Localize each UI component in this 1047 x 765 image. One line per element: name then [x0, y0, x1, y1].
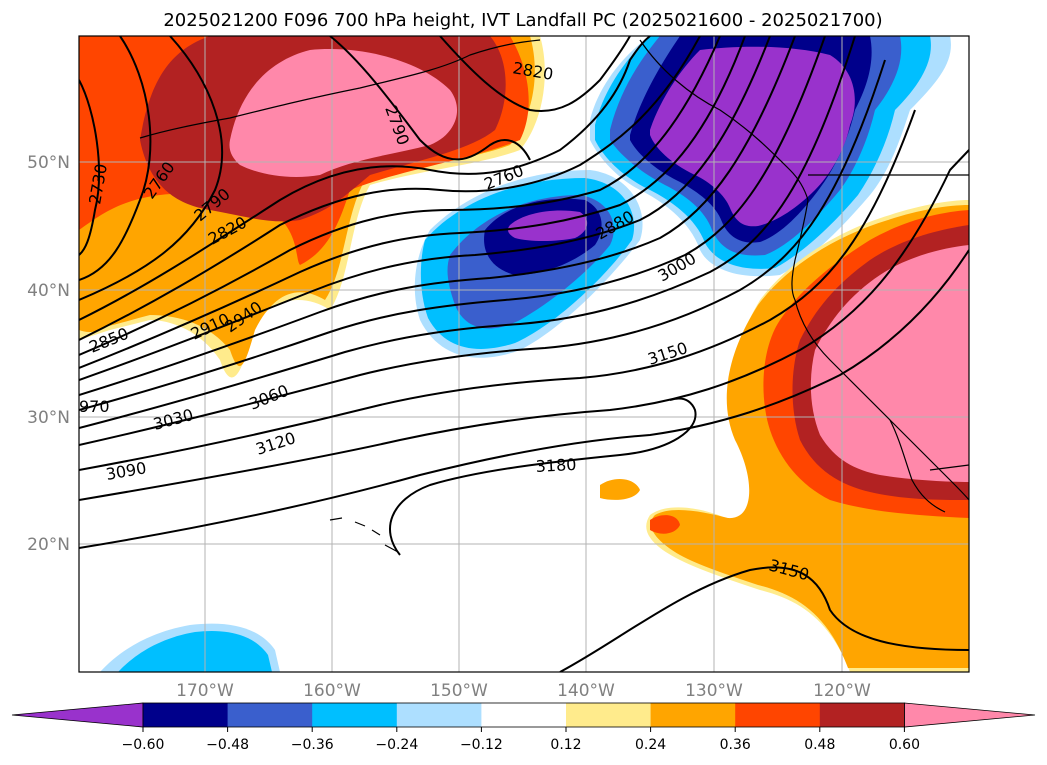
colorbar-outline: [142, 702, 905, 728]
height-contours: [79, 36, 969, 672]
colorbar-extend-min: [11, 702, 144, 728]
contour-2910: [79, 36, 746, 369]
colorbar-segment: [227, 703, 313, 727]
colorbar-tick-label: −0.36: [291, 737, 334, 753]
colorbar-segment: [819, 703, 905, 727]
colorbar-tick-label: −0.24: [375, 737, 418, 753]
lon-label-140w: 140°W: [557, 681, 615, 701]
lon-label-160w: 160°W: [303, 681, 361, 701]
coast-bc-wa-or: [791, 199, 809, 301]
coast-alaska-aleutians: [139, 39, 541, 139]
lon-tick-labels: 170°W 160°W 150°W 140°W 130°W 120°W: [176, 681, 871, 701]
ivt-positive-nw-060: [229, 49, 458, 177]
contour-2760b: [439, 36, 631, 112]
contour-3150: [79, 249, 969, 549]
lon-label-120w: 120°W: [813, 681, 871, 701]
contour-3060: [79, 59, 886, 446]
ivt-positive-subtropic-blob: [600, 478, 640, 500]
lat-label-50n: 50°N: [27, 153, 70, 173]
contour-2730: [79, 79, 100, 256]
ivt-negative-central-060: [507, 210, 588, 241]
colorbar-ticks: [142, 727, 905, 732]
colorbar-tick-label: 0.60: [889, 737, 920, 753]
gridlines: [79, 36, 969, 672]
contour-3090: [79, 109, 916, 471]
contour-3000: [79, 36, 826, 411]
colorbar-tick-label: 0.12: [550, 737, 581, 753]
coast-alaska-panhandle: [639, 39, 809, 201]
colorbar-tick-label: −0.12: [460, 737, 503, 753]
colorbar-tick-label: −0.48: [206, 737, 249, 753]
contour-2940: [79, 36, 771, 381]
ivt-positive-subtropic-inner: [650, 515, 680, 534]
contour-2790b: [329, 36, 531, 161]
map-panel: 2730 2760 2790 2820 2850 2910 2940 970 3…: [78, 35, 970, 673]
lat-label-40n: 40°N: [27, 281, 70, 301]
contour-2970: [79, 36, 796, 396]
contour-3120: [79, 149, 969, 501]
colorbar-segment: [312, 703, 398, 727]
colorbar-segment: [735, 703, 821, 727]
contour-label-970: 970: [79, 397, 110, 416]
colorbar-tick-label: 0.36: [720, 737, 751, 753]
contour-2880: [79, 36, 721, 356]
colorbar-segment: [650, 703, 736, 727]
colorbar: −0.60 −0.48 −0.36 −0.24 −0.12 0.12 0.24 0.36 0.4…: [11, 702, 1036, 753]
colorbar-segment: [566, 703, 652, 727]
lat-label-30n: 30°N: [27, 408, 70, 428]
colorbar-segment: [396, 703, 482, 727]
lon-label-170w: 170°W: [176, 681, 234, 701]
contour-2760: [79, 36, 152, 281]
contour-3030: [79, 36, 856, 429]
contour-2820: [79, 36, 651, 321]
contour-2790a: [79, 36, 223, 301]
colorbar-tick-label: −0.60: [122, 737, 165, 753]
colorbar-tick-label: 0.24: [635, 737, 666, 753]
contour-label-3180: 3180: [535, 455, 577, 476]
lat-tick-labels: 50°N 40°N 30°N 20°N: [27, 153, 70, 555]
lon-label-130w: 130°W: [685, 681, 743, 701]
coast-baja: [889, 419, 946, 513]
figure-title: 2025021200 F096 700 hPa height, IVT Land…: [163, 10, 882, 31]
ivt-positive-se-060: [810, 245, 969, 482]
lon-label-150w: 150°W: [430, 681, 488, 701]
map-frame: [78, 35, 970, 673]
border-us-mexico: [929, 464, 969, 471]
colorbar-segment: [143, 703, 229, 727]
colorbar-segment: [481, 703, 567, 727]
ivt-negative-south-024: [118, 630, 272, 672]
contour-2850: [79, 36, 701, 341]
colorbar-segments: [11, 702, 1036, 728]
contour-3180: [389, 397, 697, 556]
colorbar-tick-labels: −0.60 −0.48 −0.36 −0.24 −0.12 0.12 0.24 0.36 0.4…: [122, 737, 920, 753]
colorbar-extend-max: [904, 702, 1036, 728]
colorbar-tick-label: 0.48: [804, 737, 835, 753]
contour-3150b: [559, 566, 969, 672]
lat-label-20n: 20°N: [27, 535, 70, 555]
coast-california: [794, 299, 969, 501]
coast-hawaii: [329, 517, 399, 553]
